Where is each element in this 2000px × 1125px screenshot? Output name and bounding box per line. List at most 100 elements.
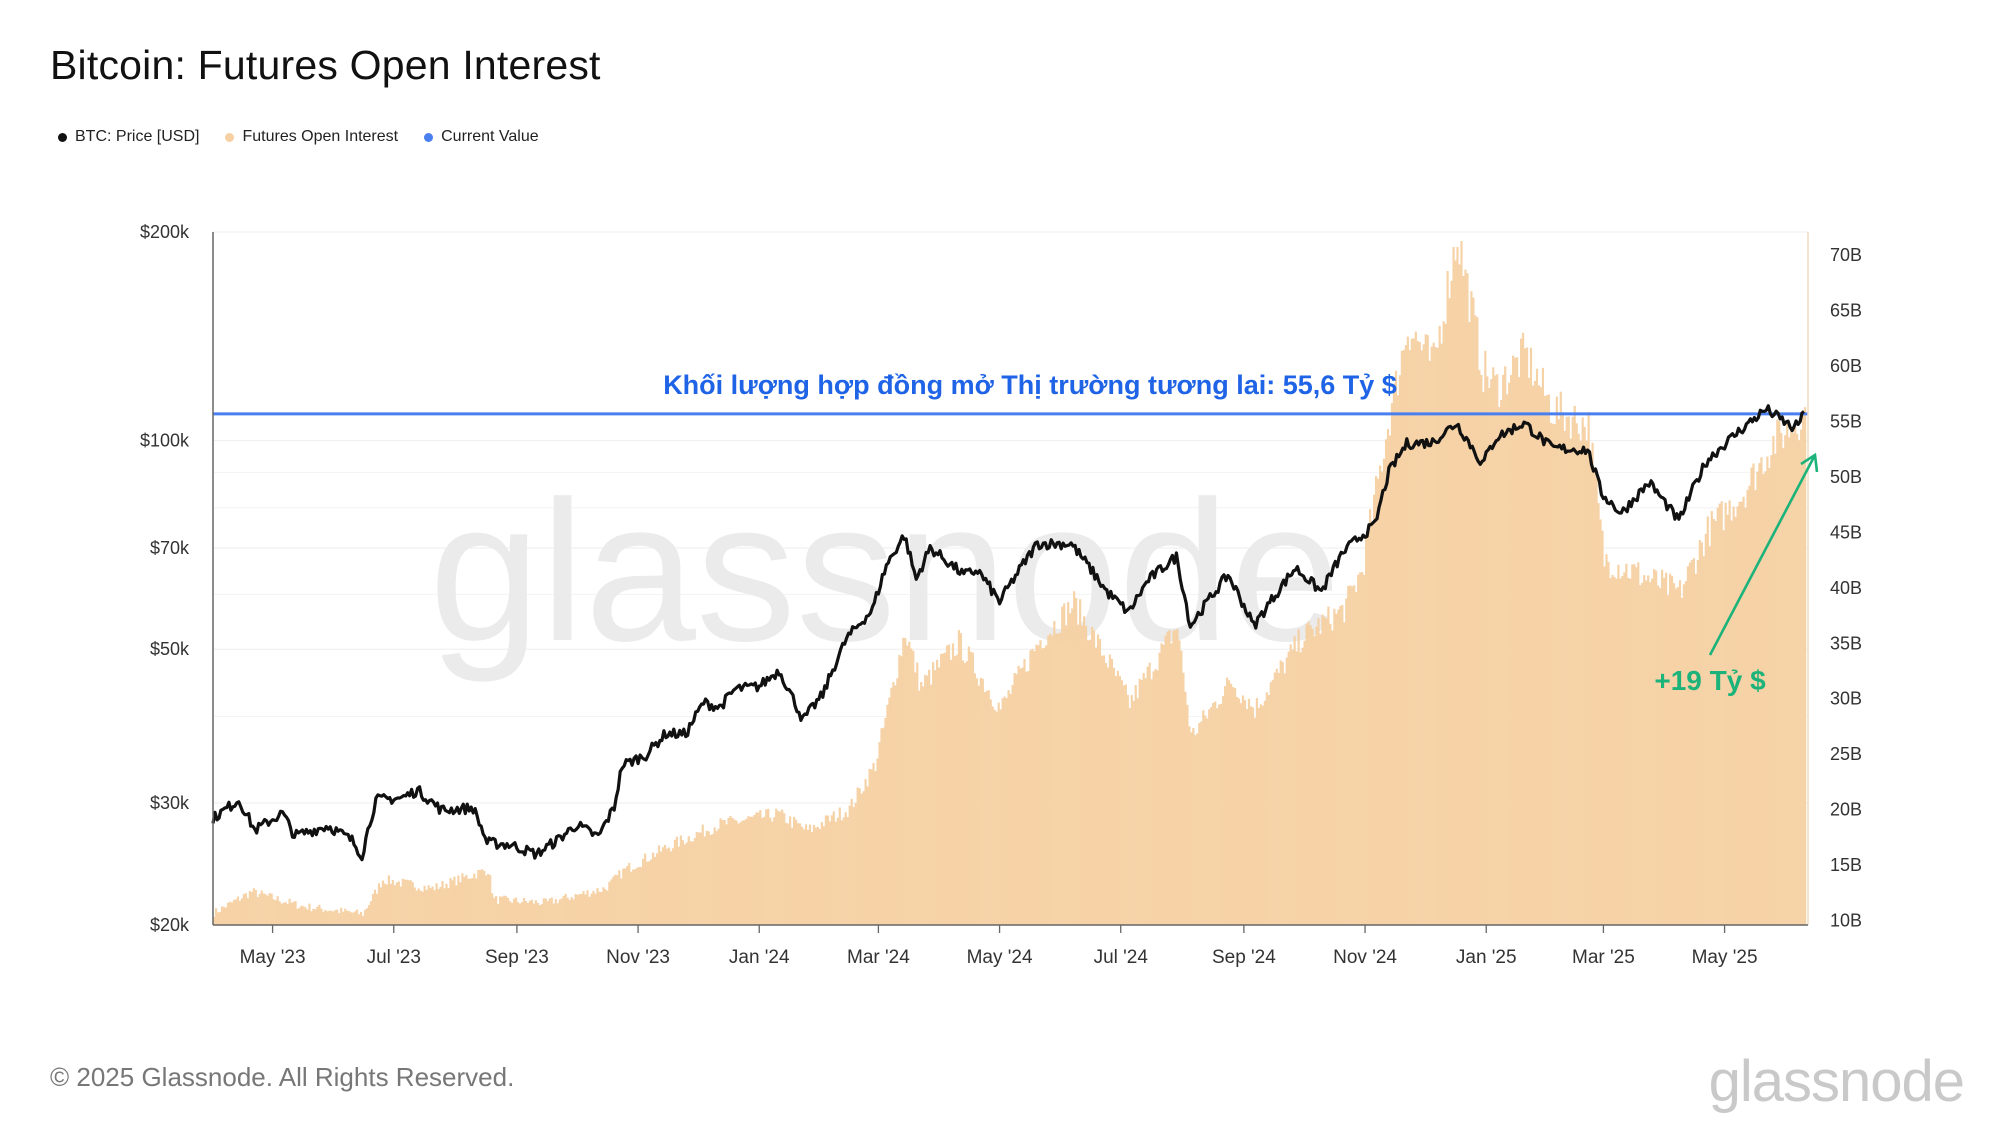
open-interest-bar xyxy=(1514,357,1517,925)
open-interest-bar xyxy=(399,886,402,925)
open-interest-bar xyxy=(1746,489,1749,925)
open-interest-bar xyxy=(1382,458,1386,925)
open-interest-bar xyxy=(433,890,436,925)
open-interest-bar xyxy=(1460,241,1463,925)
open-interest-bar xyxy=(417,888,420,925)
open-interest-bar xyxy=(228,901,232,925)
open-interest-bar xyxy=(747,816,750,925)
y-left-tick-label: $30k xyxy=(150,793,190,813)
open-interest-bar xyxy=(1261,705,1264,925)
open-interest-bar xyxy=(1291,649,1294,925)
open-interest-bar xyxy=(312,908,315,925)
open-interest-bar xyxy=(282,902,285,925)
open-interest-bar xyxy=(1374,476,1378,925)
open-interest-bar xyxy=(663,844,667,925)
open-interest-bar xyxy=(248,891,251,925)
open-interest-bar xyxy=(439,886,442,925)
open-interest-bar xyxy=(302,906,305,925)
open-interest-bar xyxy=(280,903,283,925)
open-interest-bar xyxy=(1569,438,1572,925)
open-interest-bar xyxy=(564,893,567,925)
legend-item-price[interactable]: BTC: Price [USD] xyxy=(58,128,199,146)
open-interest-bar xyxy=(1476,317,1479,925)
open-interest-bar xyxy=(381,880,385,925)
open-interest-bar xyxy=(1275,668,1278,925)
open-interest-bar xyxy=(715,831,718,925)
open-interest-bar xyxy=(1009,693,1012,925)
open-interest-bar xyxy=(216,912,220,925)
y-right-tick-label: 40B xyxy=(1830,578,1862,598)
open-interest-bar xyxy=(1369,509,1372,925)
open-interest-bar xyxy=(1664,572,1668,925)
open-interest-bar xyxy=(1778,421,1781,925)
open-interest-bar xyxy=(878,742,881,925)
open-interest-bar xyxy=(1525,347,1529,925)
open-interest-bar xyxy=(1021,667,1024,925)
legend-item-current-value[interactable]: Current Value xyxy=(424,128,539,146)
open-interest-bar xyxy=(622,868,625,925)
open-interest-bar xyxy=(518,903,522,925)
y-right-tick-label: 70B xyxy=(1830,245,1862,265)
open-interest-bar xyxy=(491,893,494,925)
annotation-arrow-head xyxy=(1800,452,1819,473)
open-interest-bar xyxy=(705,830,708,925)
open-interest-bar xyxy=(1168,629,1171,925)
open-interest-bar xyxy=(653,856,657,925)
open-interest-bar xyxy=(1406,336,1409,926)
open-interest-bar xyxy=(1555,396,1558,925)
open-interest-bar xyxy=(501,896,504,925)
open-interest-bar xyxy=(846,817,849,925)
open-interest-bar xyxy=(1065,625,1068,925)
open-interest-bar xyxy=(1436,347,1439,926)
open-interest-bar xyxy=(393,885,396,925)
open-interest-bar xyxy=(258,893,261,925)
open-interest-bar xyxy=(1690,559,1694,925)
open-interest-bar xyxy=(771,821,774,925)
open-interest-bar xyxy=(1210,707,1213,925)
open-interest-bar xyxy=(461,873,464,925)
open-interest-bar xyxy=(550,897,553,925)
open-interest-bar xyxy=(614,874,617,925)
open-interest-bar xyxy=(1351,586,1354,925)
open-interest-bar xyxy=(1361,572,1364,925)
open-interest-bar xyxy=(642,858,645,925)
open-interest-bar xyxy=(1792,432,1795,925)
open-interest-bar xyxy=(741,820,744,925)
open-interest-bar xyxy=(546,901,549,925)
open-interest-bar xyxy=(465,875,468,925)
x-tick-label: May '25 xyxy=(1692,947,1758,968)
open-interest-bar xyxy=(1710,511,1713,925)
open-interest-bar xyxy=(503,895,506,925)
open-interest-bar xyxy=(624,868,627,925)
open-interest-bar xyxy=(1486,376,1489,925)
y-right-tick-label: 35B xyxy=(1830,633,1862,653)
open-interest-bar xyxy=(1573,405,1576,925)
open-interest-bar xyxy=(1786,421,1789,925)
open-interest-bar xyxy=(1462,276,1465,925)
open-interest-bar xyxy=(939,653,943,925)
open-interest-bar xyxy=(1096,634,1100,925)
open-interest-bar xyxy=(350,912,353,925)
open-interest-bar xyxy=(367,905,371,925)
open-interest-bar xyxy=(832,811,835,925)
open-interest-bar xyxy=(1416,340,1419,926)
open-interest-bar xyxy=(1424,334,1427,925)
open-interest-bar xyxy=(618,870,621,925)
open-interest-bar xyxy=(1104,662,1108,925)
legend-item-open-interest[interactable]: Futures Open Interest xyxy=(225,128,398,146)
open-interest-bar xyxy=(1744,507,1747,925)
open-interest-bar xyxy=(1180,650,1183,925)
open-interest-bar xyxy=(1118,676,1121,925)
open-interest-bar xyxy=(1670,575,1674,925)
open-interest-bar xyxy=(1553,424,1556,925)
open-interest-bar xyxy=(677,846,680,925)
open-interest-bar xyxy=(1714,521,1717,925)
open-interest-bar xyxy=(1472,297,1475,925)
open-interest-bar xyxy=(1623,572,1626,925)
open-interest-bar xyxy=(632,869,635,925)
open-interest-bar xyxy=(830,815,833,925)
open-interest-bar xyxy=(377,883,381,925)
open-interest-bar xyxy=(1726,514,1729,925)
open-interest-bar xyxy=(447,888,450,925)
y-right-tick-label: 65B xyxy=(1830,301,1862,321)
